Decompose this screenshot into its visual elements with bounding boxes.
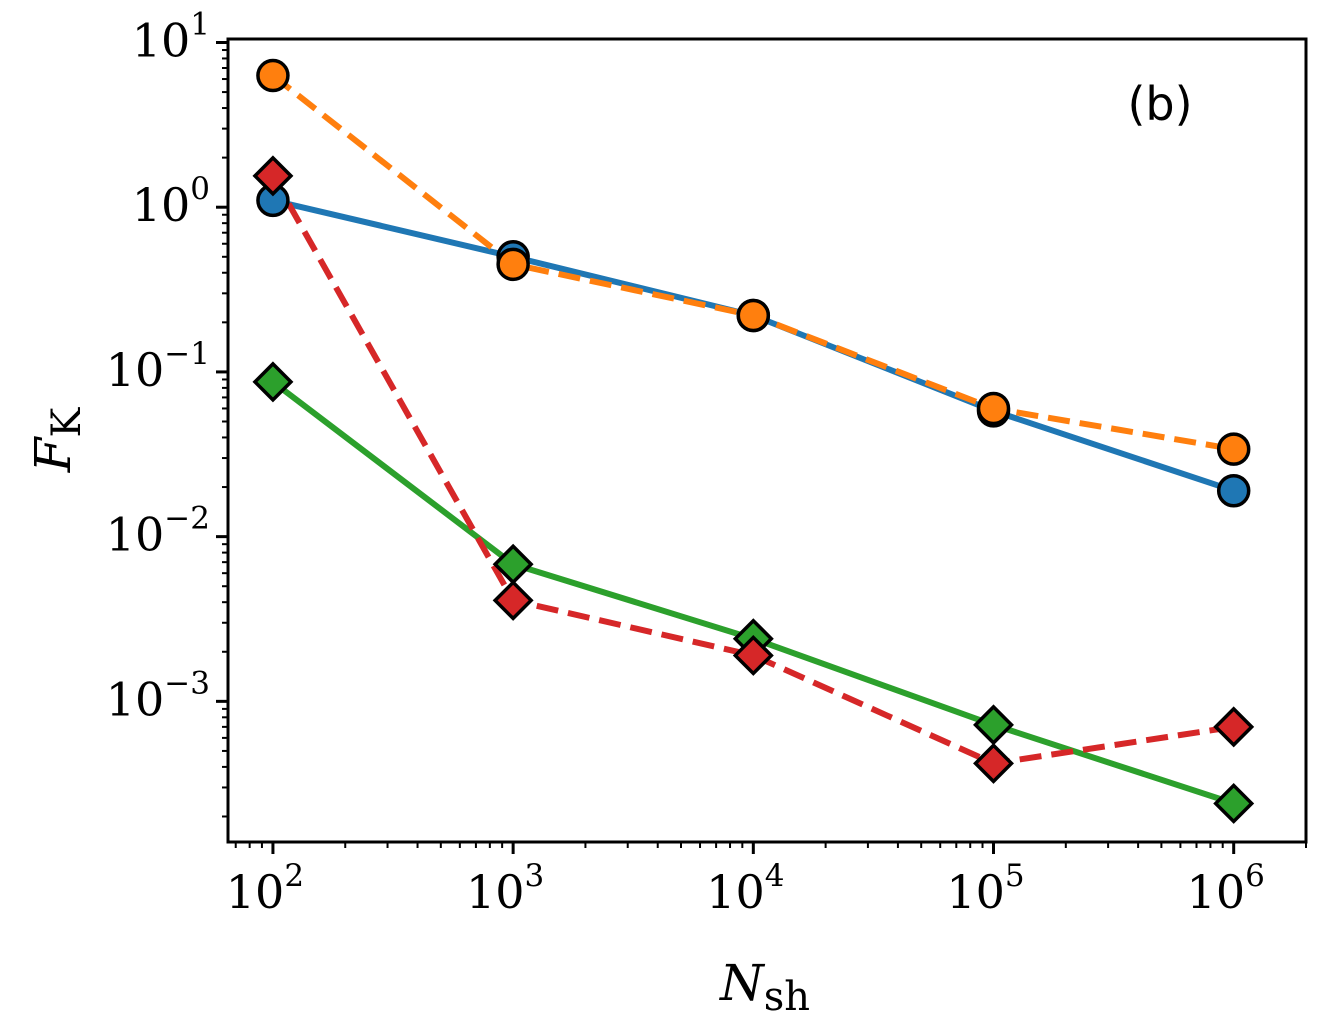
x-tick-label-base: 10 xyxy=(466,865,525,919)
x-tick-label-exp: 5 xyxy=(1005,858,1025,894)
y-tick-label-exp: 1 xyxy=(190,6,210,42)
data-point-red-diamond-dashed xyxy=(1213,706,1255,748)
x-tick-label-exp: 4 xyxy=(765,858,785,894)
x-tick-label: 105 xyxy=(946,858,1024,919)
y-tick-label: 10−1 xyxy=(106,336,210,397)
x-axis-label: Nsh xyxy=(719,954,810,1020)
y-tick-label-exp: −2 xyxy=(164,501,210,537)
x-tick-label: 106 xyxy=(1187,858,1265,919)
y-tick-label-exp: 0 xyxy=(190,171,210,207)
x-tick-label-exp: 2 xyxy=(284,858,304,894)
x-tick-label-base: 10 xyxy=(946,865,1005,919)
x-axis-label-main: N xyxy=(719,954,766,1012)
y-tick-label-exp: −1 xyxy=(164,336,210,372)
y-tick-label: 100 xyxy=(132,171,210,232)
data-point-green-diamond-solid xyxy=(973,704,1014,746)
data-point-green-diamond-solid xyxy=(252,361,294,403)
y-tick-label: 101 xyxy=(132,6,210,67)
x-tick-label-base: 10 xyxy=(1187,865,1246,919)
y-tick-label-base: 10 xyxy=(106,672,165,726)
data-point-orange-circle-dashed xyxy=(256,58,290,93)
series-layer xyxy=(252,58,1255,824)
series-line-red-diamond-dashed xyxy=(270,174,1235,767)
x-tick-label-exp: 6 xyxy=(1245,858,1265,894)
data-point-green-diamond-solid xyxy=(1213,782,1255,824)
x-axis-label-sub: sh xyxy=(764,974,810,1020)
x-tick-label-base: 10 xyxy=(226,865,285,919)
data-point-orange-circle-dashed xyxy=(736,298,771,333)
x-tick-label: 103 xyxy=(466,858,544,919)
data-point-orange-circle-dashed xyxy=(496,247,530,282)
y-tick-label-base: 10 xyxy=(132,13,191,67)
y-tick-label-base: 10 xyxy=(106,343,165,397)
x-tick-label: 102 xyxy=(226,858,304,919)
y-axis-label-sub: K xyxy=(44,407,90,438)
y-tick-label: 10−2 xyxy=(106,501,210,562)
data-point-orange-circle-dashed xyxy=(976,391,1011,426)
x-tick-label: 104 xyxy=(706,858,784,919)
panel-label: (b) xyxy=(1127,77,1192,131)
y-tick-label-base: 10 xyxy=(106,508,165,562)
y-tick-label: 10−3 xyxy=(106,665,210,726)
y-axis-label: FK xyxy=(24,407,90,474)
data-point-orange-circle-dashed xyxy=(1216,432,1251,466)
data-point-red-diamond-dashed xyxy=(732,634,774,676)
x-tick-label-exp: 3 xyxy=(525,858,545,894)
series-line-orange-circle-dashed xyxy=(271,73,1235,453)
plot-frame xyxy=(226,37,1308,844)
y-tick-label-exp: −3 xyxy=(164,665,210,701)
series-line-blue-circle-solid xyxy=(272,197,1235,494)
y-tick-label-base: 10 xyxy=(132,178,191,232)
data-point-red-diamond-dashed xyxy=(492,579,534,621)
data-point-red-diamond-dashed xyxy=(252,155,294,197)
data-point-red-diamond-dashed xyxy=(973,742,1014,784)
x-tick-label-base: 10 xyxy=(706,865,765,919)
data-point-blue-circle-solid xyxy=(1216,473,1251,508)
y-axis-label-main: F xyxy=(24,435,82,473)
labels-layer: (b) Nsh FK xyxy=(24,77,1193,1020)
